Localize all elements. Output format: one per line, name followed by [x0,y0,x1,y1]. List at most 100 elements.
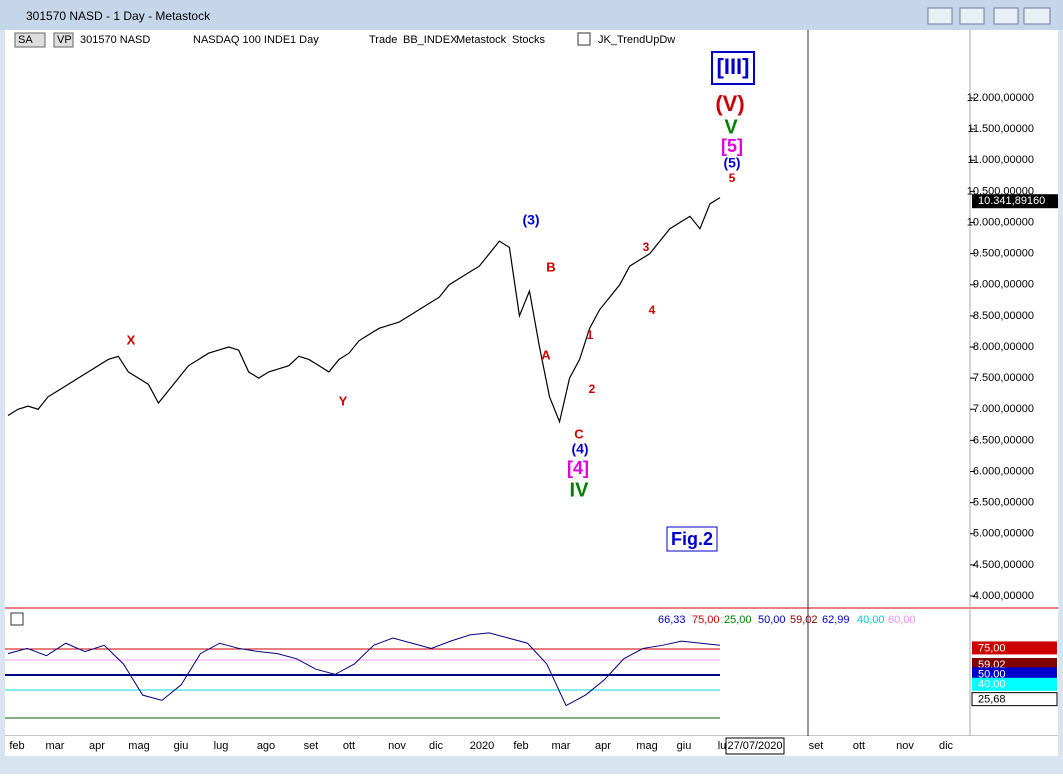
toolbar-item[interactable]: NASDAQ 100 INDE [193,34,290,46]
last-price-box [972,194,1058,209]
y-tick-label: 4.000,00000 [973,590,1034,602]
title-bar [0,0,1063,30]
wave-label: 2 [589,382,596,396]
indicator-axis-label: 40,00 [978,679,1006,691]
indicator-legend: 75,00 [692,614,720,626]
x-tick-label: mar [46,740,65,752]
toolbar-item[interactable]: 1 Day [290,34,319,46]
y-tick-label: 6.000,00000 [973,465,1034,477]
x-tick-label: dic [939,740,954,752]
indicator-axis-label: 50,00 [978,668,1006,680]
last-price-label: 10.341,89160 [978,195,1045,207]
indicator-legend: 50,00 [758,614,786,626]
wave-label: 1 [587,328,594,342]
price-line [7,197,721,424]
wave-label: Y [339,393,348,408]
y-tick-label: 9.500,00000 [973,248,1034,260]
window-title: 301570 NASD - 1 Day - Metastock [26,9,211,23]
toolbar-button[interactable] [14,32,46,48]
indicator-legend: 60,00 [888,614,916,626]
indicator-axis-box [972,677,1057,691]
close-indicator[interactable] [10,612,24,626]
x-tick-label: set [809,740,824,752]
toolbar-button[interactable] [53,32,74,48]
toolbar-item[interactable]: VP [57,34,72,46]
chart-area [5,30,970,736]
indicator-legend: 59,02 [790,614,818,626]
date-box [725,737,785,755]
y-tick-label: 12.000,00000 [967,92,1034,104]
wave-label: (5) [723,155,740,171]
indicator-legend: 40,00 [857,614,885,626]
wave-label: A [541,347,551,362]
indicator-axis-box [972,667,1057,681]
wave-label: 4 [649,303,656,317]
indicator-axis-box [971,692,1058,707]
wave-box [711,51,755,85]
annotation-box [666,526,718,552]
close-expert[interactable] [577,32,591,46]
y-tick-label: 10.000,00000 [967,216,1034,228]
x-tick-label: mar [552,740,571,752]
toolbar-item[interactable]: Metastock [456,34,507,46]
y-tick-label: 4.500,00000 [973,559,1034,571]
wave-label: [III] [717,54,750,79]
y-tick-label: 11.000,00000 [968,154,1034,166]
wave-label: 3 [643,240,650,254]
wave-label: X [127,332,136,347]
wave-label: B [546,259,555,274]
x-tick-label: giu [174,740,189,752]
wave-label: (4) [571,441,588,457]
wave-label: (3) [522,212,539,228]
toolbar-item[interactable]: BB_INDEX [403,34,458,46]
wave-label: [5] [721,136,743,156]
x-tick-label: giu [677,740,692,752]
indicator-legend: 62,99 [822,614,850,626]
x-tick-label: ott [853,740,865,752]
y-tick-label: 8.500,00000 [973,310,1034,322]
toolbar-item[interactable]: JK_TrendUpDw [598,34,675,46]
y-tick-label: 11.500,00000 [968,123,1034,135]
minimize-button[interactable] [959,7,985,25]
x-tick-label: nov [388,740,406,752]
toolbar-item[interactable]: 301570 NASD [80,34,150,46]
y-tick-label: 8.000,00000 [973,341,1034,353]
y-tick-label: 9.000,00000 [973,279,1034,291]
x-tick-label: 2020 [470,740,494,752]
indicator-axis-box [972,641,1057,655]
restore-button[interactable] [927,7,953,25]
x-tick-label: apr [595,740,611,752]
x-tick-label: mag [636,740,657,752]
maximize-button[interactable] [993,7,1019,25]
x-tick-label: apr [89,740,105,752]
date-label: 27/07/2020 [727,740,782,752]
x-tick-label: feb [513,740,528,752]
toolbar-item[interactable]: SA [18,34,33,46]
wave-label: V [724,116,738,138]
x-tick-label: dic [429,740,444,752]
y-tick-label: 6.500,00000 [973,434,1034,446]
x-tick-label: ago [257,740,275,752]
toolbar-item[interactable]: Trade [369,34,397,46]
x-tick-label: ott [343,740,355,752]
x-tick-label: feb [9,740,24,752]
indicator-axis-label: 25,68 [978,694,1006,706]
close-button[interactable] [1023,7,1051,25]
x-tick-label: nov [896,740,914,752]
time-axis [5,736,1058,756]
indicator-legend: 25,00 [724,614,752,626]
x-tick-label: set [304,740,319,752]
x-tick-label: lu [718,740,727,752]
x-tick-label: mag [128,740,149,752]
price-axis [970,30,1058,736]
toolbar-item[interactable]: Stocks [512,34,546,46]
indicator-legend: 66,33 [658,614,686,626]
wave-label: [4] [567,458,589,478]
wave-label: (V) [715,91,744,116]
y-tick-label: 5.000,00000 [973,528,1034,540]
y-tick-label: 7.500,00000 [973,372,1034,384]
indicator-line [7,632,721,707]
wave-label: C [574,426,584,441]
indicator-axis-label: 75,00 [978,642,1006,654]
x-tick-label: lug [214,740,229,752]
